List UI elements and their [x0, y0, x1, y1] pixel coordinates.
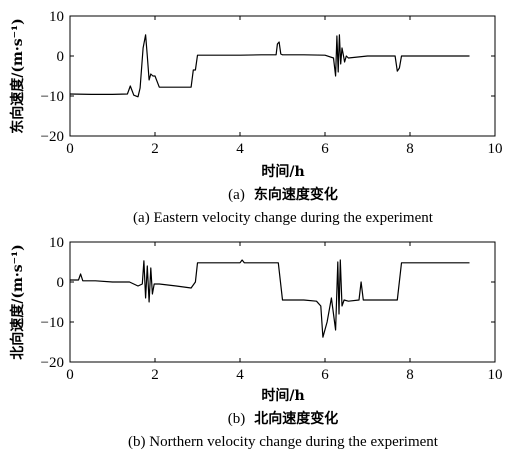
caption-prefix-b: (b)	[228, 411, 246, 427]
series-line-east	[69, 34, 470, 98]
x-ticks-b: 0 2 4 6 8 10	[66, 242, 503, 383]
y-ticks-b: 10 0 −10 −20	[41, 235, 495, 371]
x-tick-label: 4	[236, 367, 244, 383]
y-axis-label-a: 东向速度/(m·s⁻¹)	[9, 18, 26, 133]
x-tick-label: 8	[406, 367, 414, 383]
x-tick-label: 8	[406, 141, 414, 157]
x-tick-label: 2	[151, 367, 159, 383]
x-ticks-a: 0 2 4 6 8 10	[66, 16, 503, 157]
x-tick-label: 6	[321, 367, 329, 383]
caption-cn-text-a: 东向速度变化	[254, 186, 338, 203]
plot-frame-b	[69, 241, 496, 363]
caption-cn-b: (b) 北向速度变化	[228, 410, 339, 427]
y-tick-label: −20	[41, 129, 64, 145]
x-axis-label-b: 时间/h	[261, 387, 304, 404]
caption-cn-a: (a) 东向速度变化	[228, 186, 338, 203]
y-axis-label-b: 北向速度/(m·s⁻¹)	[9, 244, 26, 359]
y-tick-label: −10	[41, 89, 64, 105]
caption-cn-text-b: 北向速度变化	[254, 410, 338, 427]
y-tick-label: −20	[41, 355, 64, 371]
series-line-north	[70, 259, 470, 338]
x-axis-label-a: 时间/h	[261, 163, 304, 180]
plot-frame-a	[69, 15, 496, 137]
x-tick-label: 0	[66, 367, 74, 383]
y-tick-label: 10	[49, 9, 64, 25]
x-tick-label: 6	[321, 141, 329, 157]
chart-panel-b: 10 0 −10 −20 0 2 4 6 8 10 时间/h 北向速度/(m·s⁻¹) (b) …	[9, 235, 503, 450]
y-tick-label: 0	[57, 275, 65, 291]
caption-prefix-a: (a)	[228, 187, 245, 203]
chart-panel-a: 10 0 −10 −20 0 2 4 6 8 10 时间/h 东向速度/(m·s⁻¹) (a) …	[9, 9, 503, 226]
x-tick-label: 2	[151, 141, 159, 157]
x-tick-label: 0	[66, 141, 74, 157]
x-tick-label: 10	[488, 367, 503, 383]
x-tick-label: 4	[236, 141, 244, 157]
y-ticks-a: 10 0 −10 −20	[41, 9, 495, 145]
caption-en-a: (a) Eastern velocity change during the e…	[133, 210, 434, 226]
y-tick-label: 10	[49, 235, 64, 251]
y-tick-label: −10	[41, 315, 64, 331]
caption-en-b: (b) Northern velocity change during the …	[128, 434, 439, 450]
y-tick-label: 0	[57, 49, 65, 65]
x-tick-label: 10	[488, 141, 503, 157]
